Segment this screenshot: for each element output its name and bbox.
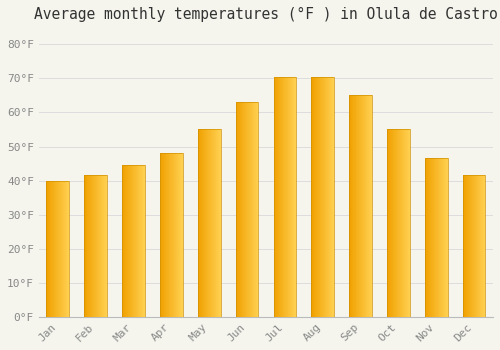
- Bar: [425, 159, 448, 317]
- Title: Average monthly temperatures (°F ) in Olula de Castro: Average monthly temperatures (°F ) in Ol…: [34, 7, 498, 22]
- Bar: [312, 77, 334, 317]
- Bar: [349, 96, 372, 317]
- Bar: [236, 102, 258, 317]
- Bar: [122, 165, 145, 317]
- Bar: [274, 77, 296, 317]
- Bar: [46, 181, 69, 317]
- Bar: [463, 175, 485, 317]
- Bar: [160, 153, 182, 317]
- Bar: [84, 175, 107, 317]
- Bar: [198, 130, 220, 317]
- Bar: [387, 130, 410, 317]
